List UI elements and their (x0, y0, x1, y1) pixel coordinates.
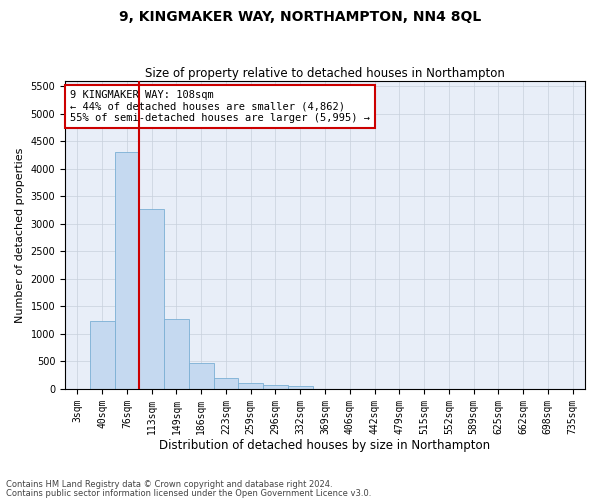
Bar (115, 152, 139, 389)
Bar (214, 378, 238, 389)
Text: 9, KINGMAKER WAY, NORTHAMPTON, NN4 8QL: 9, KINGMAKER WAY, NORTHAMPTON, NN4 8QL (119, 10, 481, 24)
X-axis label: Distribution of detached houses by size in Northampton: Distribution of detached houses by size … (160, 440, 491, 452)
Bar (90, 322, 115, 389)
Bar (238, 384, 263, 389)
Title: Size of property relative to detached houses in Northampton: Size of property relative to detached ho… (145, 66, 505, 80)
Bar (189, 362, 214, 389)
Bar (139, 210, 164, 389)
Y-axis label: Number of detached properties: Number of detached properties (15, 147, 25, 322)
Text: Contains HM Land Registry data © Crown copyright and database right 2024.: Contains HM Land Registry data © Crown c… (6, 480, 332, 489)
Bar (164, 319, 189, 389)
Text: Contains public sector information licensed under the Open Government Licence v3: Contains public sector information licen… (6, 488, 371, 498)
Bar (288, 386, 313, 389)
Text: 9 KINGMAKER WAY: 108sqm
← 44% of detached houses are smaller (4,862)
55% of semi: 9 KINGMAKER WAY: 108sqm ← 44% of detache… (70, 90, 370, 123)
Bar (263, 386, 288, 389)
